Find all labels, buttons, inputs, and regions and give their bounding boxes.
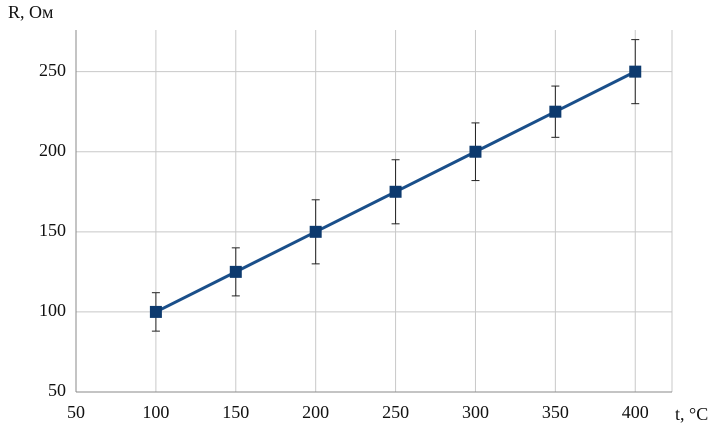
marker [389, 185, 402, 198]
y-tick-label: 50 [48, 380, 66, 400]
y-tick-label: 250 [39, 60, 66, 80]
x-tick-label: 150 [222, 402, 249, 422]
x-tick-label: 400 [622, 402, 649, 422]
y-tick-label: 200 [39, 140, 66, 160]
marker [309, 225, 322, 238]
y-tick-label: 100 [39, 300, 66, 320]
y-tick-label: 150 [39, 220, 66, 240]
marker [229, 265, 242, 278]
x-tick-label: 50 [67, 402, 85, 422]
x-tick-label: 250 [382, 402, 409, 422]
x-axis-label: t, °C [675, 404, 708, 424]
x-tick-label: 200 [302, 402, 329, 422]
x-tick-label: 100 [142, 402, 169, 422]
marker [469, 145, 482, 158]
x-tick-label: 350 [542, 402, 569, 422]
x-tick-label: 300 [462, 402, 489, 422]
y-axis-label: R, Ом [8, 2, 53, 22]
marker [149, 305, 162, 318]
marker [549, 105, 562, 118]
marker [629, 65, 642, 78]
